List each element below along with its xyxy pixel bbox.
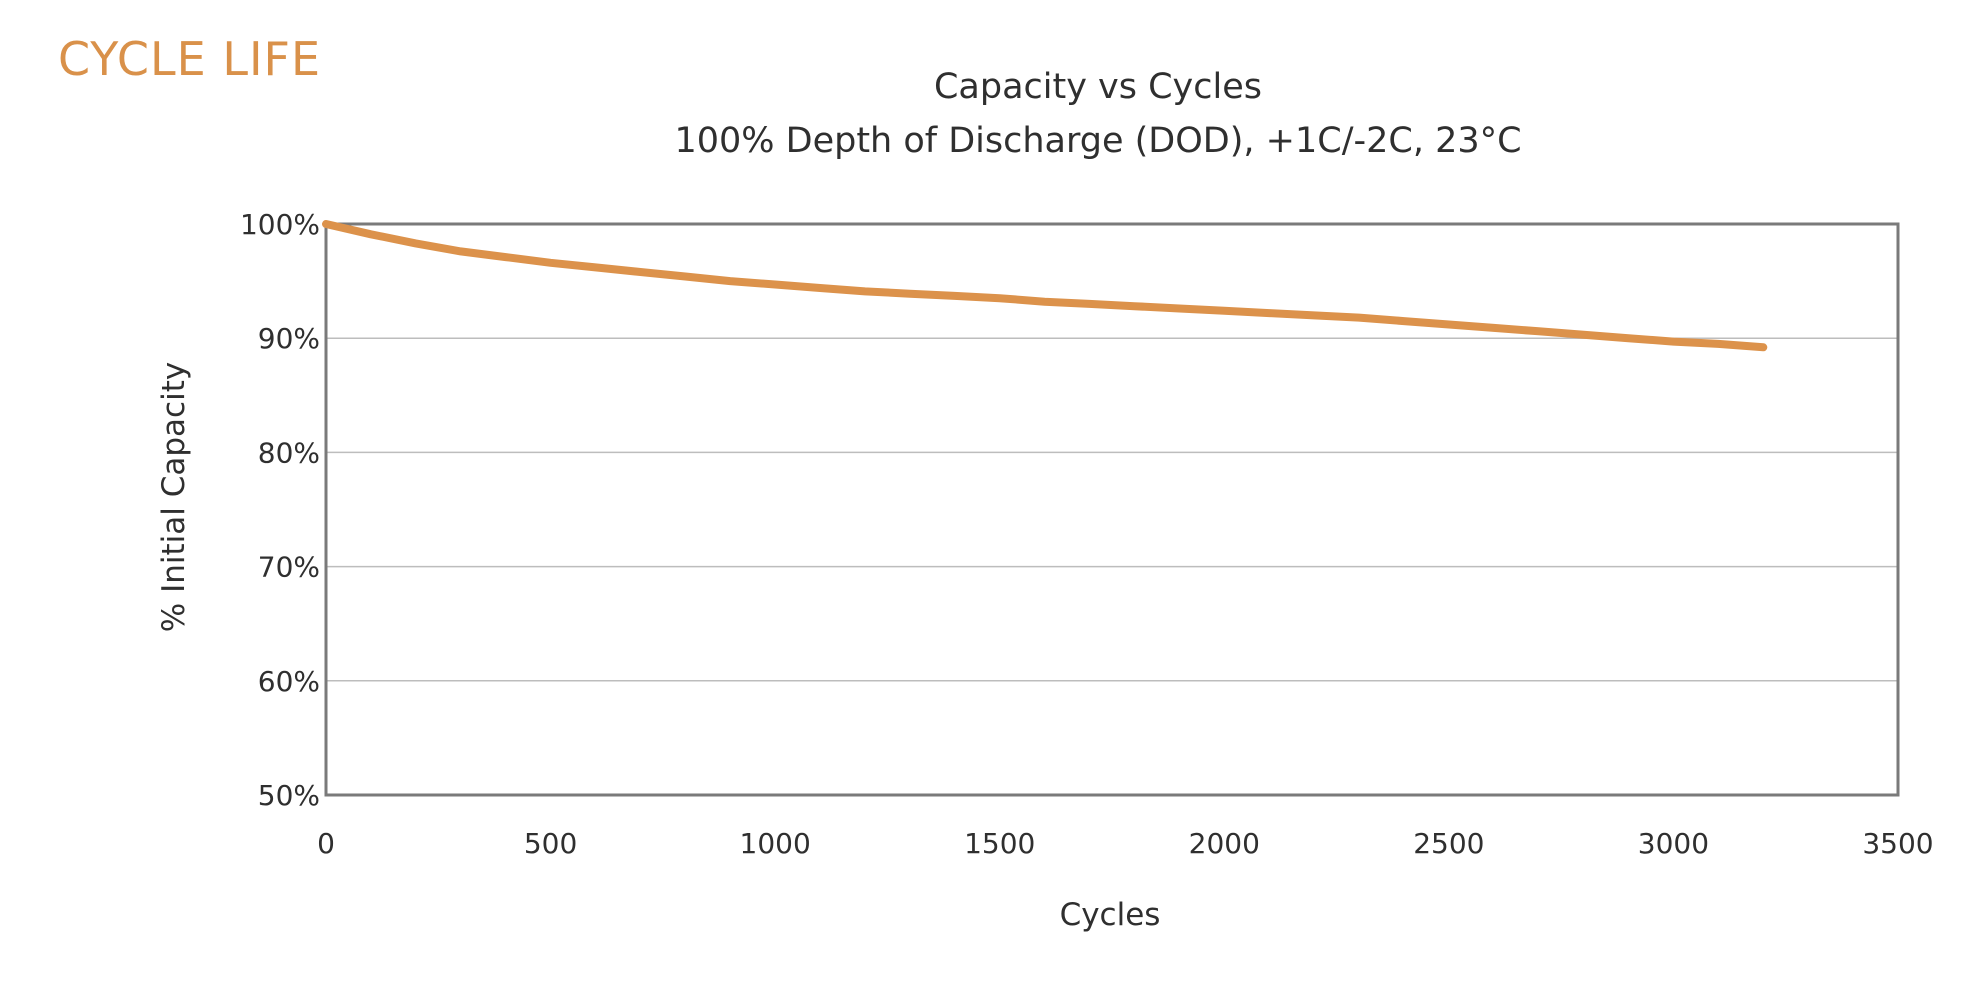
x-tick-label: 2500 bbox=[1413, 827, 1484, 860]
x-tick-label: 2000 bbox=[1189, 827, 1260, 860]
y-tick-label: 100% bbox=[240, 208, 320, 241]
y-tick-label: 80% bbox=[258, 436, 320, 469]
x-tick-label: 1000 bbox=[740, 827, 811, 860]
y-tick-label: 70% bbox=[258, 551, 320, 584]
x-tick-label: 3500 bbox=[1862, 827, 1933, 860]
x-axis-ticks: 0 500 1000 1500 2000 2500 3000 3500 bbox=[317, 827, 1934, 860]
y-tick-label: 90% bbox=[258, 322, 320, 355]
x-axis-title: Cycles bbox=[1060, 897, 1161, 933]
x-tick-label: 0 bbox=[317, 827, 335, 860]
chart-title: Capacity vs Cycles bbox=[934, 67, 1262, 107]
chart-subtitle: 100% Depth of Discharge (DOD), +1C/-2C, … bbox=[674, 121, 1521, 161]
page-heading: CYCLE LIFE bbox=[58, 32, 322, 86]
y-axis-title: % Initial Capacity bbox=[156, 362, 192, 632]
x-tick-label: 500 bbox=[524, 827, 577, 860]
x-tick-label: 3000 bbox=[1638, 827, 1709, 860]
y-axis-ticks: 50% 60% 70% 80% 90% 100% bbox=[240, 208, 320, 812]
plot-frame bbox=[324, 222, 1900, 797]
x-tick-label: 1500 bbox=[964, 827, 1035, 860]
y-tick-label: 60% bbox=[258, 665, 320, 698]
y-tick-label: 50% bbox=[258, 779, 320, 812]
capacity-series-line bbox=[322, 220, 1768, 352]
grid-lines bbox=[326, 337, 1898, 682]
